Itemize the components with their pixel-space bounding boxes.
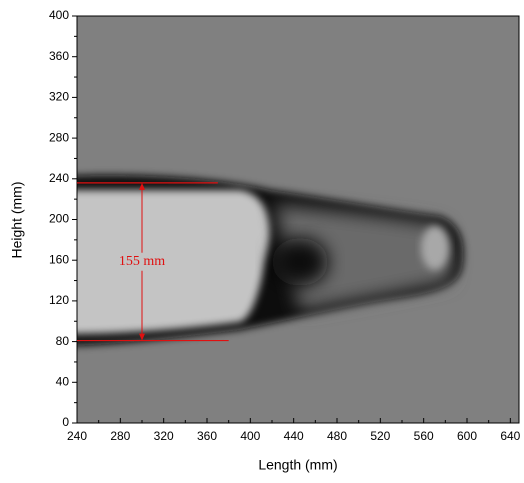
x-tick-label: 640 [500,429,520,443]
x-tick-label: 440 [284,429,304,443]
y-tick-label: 160 [49,252,69,266]
dimension-label: 155 mm [119,254,165,269]
y-tick-label: 80 [56,334,70,348]
x-tick-label: 240 [67,429,87,443]
x-tick-label: 280 [110,429,130,443]
image [77,16,519,423]
x-tick-label: 360 [197,429,217,443]
x-tick-label: 480 [327,429,347,443]
x-tick-label: 520 [370,429,390,443]
y-tick-label: 0 [62,415,69,429]
dimension-label-bg [111,252,173,271]
x-tick-label: 560 [414,429,434,443]
x-tick-label: 320 [154,429,174,443]
y-tick-label: 240 [49,171,69,185]
x-axis-label: Length (mm) [258,457,337,473]
y-tick-label: 320 [49,90,69,104]
arrow-head [139,182,145,190]
y-tick-label: 400 [49,8,69,22]
y-tick-label: 40 [56,374,70,388]
y-tick-label: 360 [49,49,69,63]
y-tick-label: 200 [49,212,69,226]
x-tick-label: 600 [457,429,477,443]
arrow-head [139,333,145,341]
y-tick-label: 120 [49,293,69,307]
y-tick-label: 280 [49,130,69,144]
y-axis-label: Height (mm) [9,181,25,258]
x-tick-label: 400 [240,429,260,443]
